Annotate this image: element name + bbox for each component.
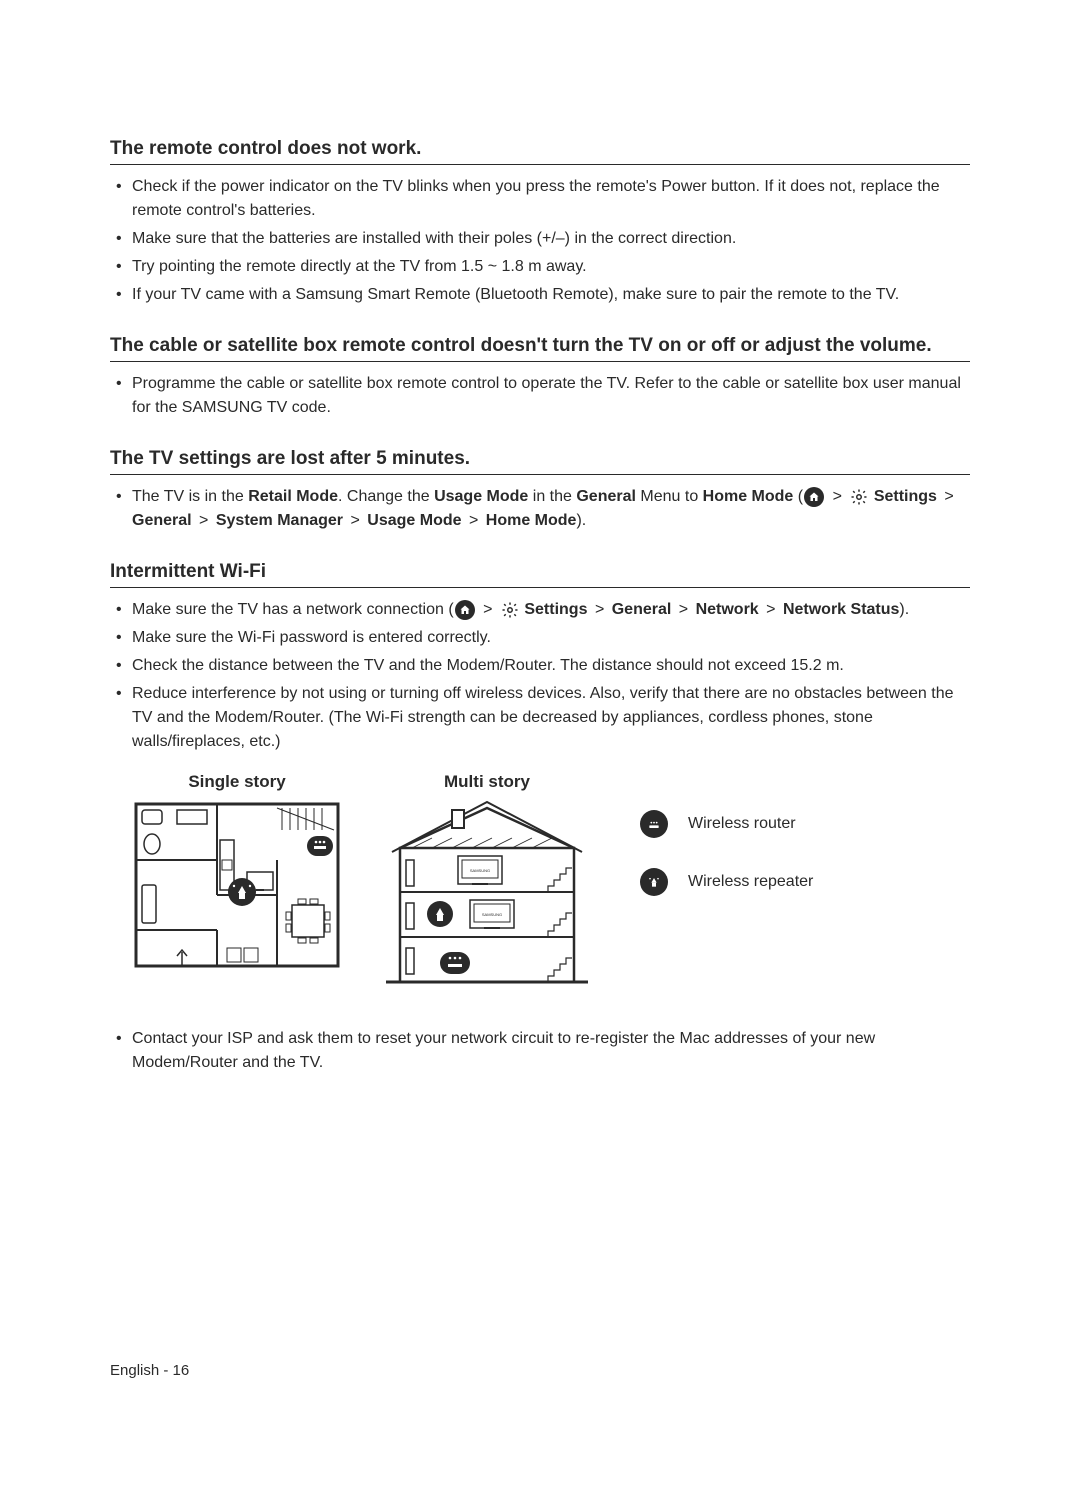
diagram-row: Single story	[132, 772, 970, 995]
gear-icon	[850, 488, 868, 506]
bold-text: Network Status	[783, 601, 899, 618]
bullets-remote: Check if the power indicator on the TV b…	[110, 175, 970, 307]
list-item: Programme the cable or satellite box rem…	[132, 372, 970, 420]
text: ).	[899, 601, 909, 618]
bullets-cable: Programme the cable or satellite box rem…	[110, 372, 970, 420]
bold-text: Network	[696, 601, 759, 618]
heading-wifi: Intermittent Wi-Fi	[110, 561, 970, 588]
text: Menu to	[636, 488, 703, 505]
bullets-wifi: Make sure the TV has a network connectio…	[110, 598, 970, 754]
chevron-icon: >	[595, 601, 604, 618]
chevron-icon: >	[469, 512, 478, 529]
list-item: The TV is in the Retail Mode. Change the…	[132, 485, 970, 533]
chevron-icon: >	[944, 488, 953, 505]
text: (	[793, 488, 803, 505]
diagram-single-story: Single story	[132, 772, 342, 995]
legend-row-repeater: Wireless repeater	[640, 868, 813, 896]
list-item: Reduce interference by not using or turn…	[132, 682, 970, 754]
bold-text: Retail Mode	[248, 488, 338, 505]
bold-text: Usage Mode	[434, 488, 528, 505]
page-footer: English - 16	[110, 1362, 189, 1379]
chevron-icon: >	[679, 601, 688, 618]
legend-row-router: Wireless router	[640, 810, 813, 838]
list-item: Try pointing the remote directly at the …	[132, 255, 970, 279]
router-icon	[640, 810, 668, 838]
chevron-icon: >	[766, 601, 775, 618]
chevron-icon: >	[199, 512, 208, 529]
text: The TV is in the	[132, 488, 248, 505]
house-svg: SAMSUNG SAMSUNG	[382, 800, 592, 990]
bold-text: General	[612, 601, 672, 618]
bold-text: Home Mode	[486, 512, 577, 529]
text: in the	[528, 488, 576, 505]
bullets-settings-lost: The TV is in the Retail Mode. Change the…	[110, 485, 970, 533]
legend-label: Wireless repeater	[688, 873, 813, 891]
legend-label: Wireless router	[688, 815, 796, 833]
diagram-multi-story: Multi story	[382, 772, 592, 995]
bold-text: System Manager	[216, 512, 343, 529]
bold-text: Usage Mode	[367, 512, 461, 529]
home-icon	[804, 487, 824, 507]
bullets-wifi-after: Contact your ISP and ask them to reset y…	[110, 1027, 970, 1075]
list-item: Make sure the TV has a network connectio…	[132, 598, 970, 622]
text: . Change the	[338, 488, 434, 505]
heading-cable: The cable or satellite box remote contro…	[110, 335, 970, 362]
gear-icon	[501, 601, 519, 619]
list-item: Make sure that the batteries are install…	[132, 227, 970, 251]
bold-text: Settings	[524, 601, 587, 618]
list-item: Check the distance between the TV and th…	[132, 654, 970, 678]
heading-remote: The remote control does not work.	[110, 138, 970, 165]
diagram-title: Single story	[132, 772, 342, 792]
floorplan-svg	[132, 800, 342, 970]
home-icon	[455, 600, 475, 620]
bold-text: Home Mode	[703, 488, 794, 505]
chevron-icon: >	[350, 512, 359, 529]
svg-text:SAMSUNG: SAMSUNG	[482, 912, 502, 917]
legend: Wireless router Wireless repeater	[640, 772, 813, 995]
list-item: Make sure the Wi-Fi password is entered …	[132, 626, 970, 650]
list-item: Check if the power indicator on the TV b…	[132, 175, 970, 223]
bold-text: General	[576, 488, 636, 505]
text: Make sure the TV has a network connectio…	[132, 601, 454, 618]
chevron-icon: >	[483, 601, 492, 618]
heading-settings-lost: The TV settings are lost after 5 minutes…	[110, 448, 970, 475]
list-item: Contact your ISP and ask them to reset y…	[132, 1027, 970, 1075]
text: ).	[576, 512, 586, 529]
chevron-icon: >	[833, 488, 842, 505]
list-item: If your TV came with a Samsung Smart Rem…	[132, 283, 970, 307]
svg-text:SAMSUNG: SAMSUNG	[470, 868, 490, 873]
bold-text: General	[132, 512, 192, 529]
bold-text: Settings	[874, 488, 937, 505]
diagram-title: Multi story	[382, 772, 592, 792]
repeater-icon	[640, 868, 668, 896]
